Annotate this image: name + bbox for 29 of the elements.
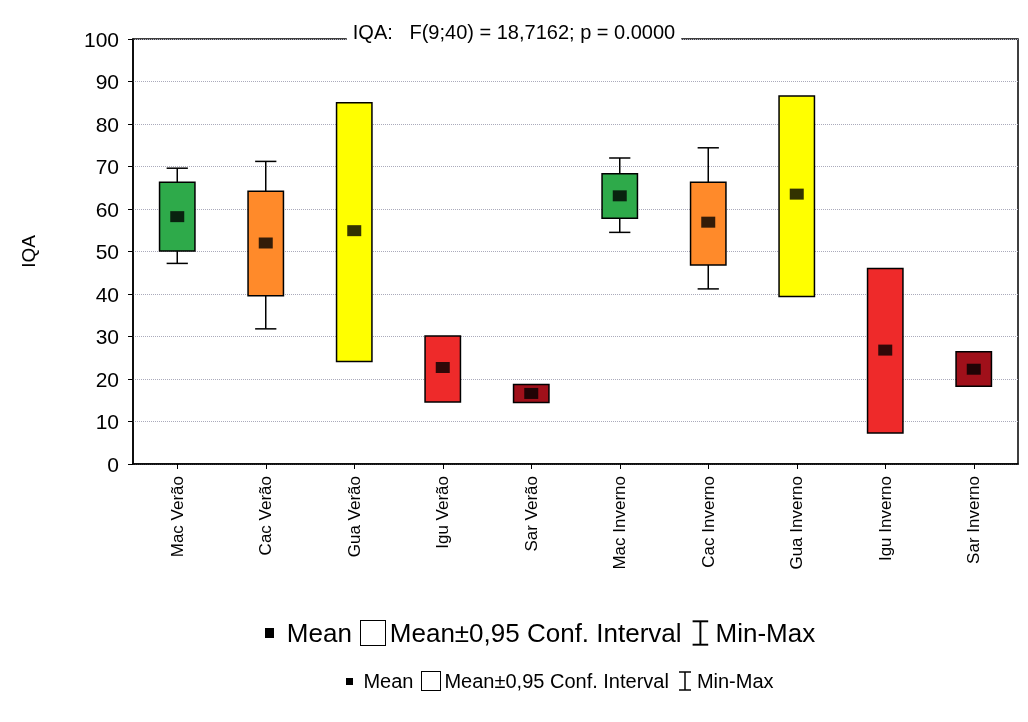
y-tick-label: 70 bbox=[95, 155, 119, 178]
y-tick-label: 100 bbox=[83, 27, 119, 51]
x-tick-label: Sar Inverno bbox=[964, 476, 984, 564]
text: Min-Max bbox=[696, 669, 774, 693]
chart-title: IQA: F(9;40) = 18,7162; p = 0.0000 bbox=[352, 21, 676, 43]
x-tick-label: Igu Inverno bbox=[875, 476, 895, 562]
text: Mean bbox=[363, 669, 414, 693]
x-tick-label: Mac Inverno bbox=[610, 476, 630, 570]
y-axis-title: IQA bbox=[18, 234, 39, 268]
x-tick-label: Cac Inverno bbox=[698, 476, 718, 568]
x-tick-label: Gua Inverno bbox=[787, 476, 807, 570]
y-tick-label: 90 bbox=[95, 70, 119, 93]
y-tick-label: 40 bbox=[95, 282, 119, 306]
x-tick-label: Sar Verão bbox=[521, 476, 541, 552]
x-tick-label: Igu Verão bbox=[433, 476, 453, 549]
y-tick-label: 50 bbox=[95, 240, 119, 263]
text: Min-Max bbox=[715, 617, 816, 649]
y-tick-label: 10 bbox=[95, 410, 119, 433]
text: Mean±0,95 Conf. Interval bbox=[444, 669, 669, 693]
x-tick-label: Gua Verão bbox=[344, 476, 364, 558]
y-tick-label: 60 bbox=[95, 197, 119, 221]
y-tick-label: 20 bbox=[95, 367, 119, 391]
text: Mean±0,95 Conf. Interval bbox=[389, 617, 682, 649]
x-tick-label: Mac Verão bbox=[167, 476, 187, 558]
y-tick-label: 80 bbox=[95, 112, 119, 136]
y-tick-label: 0 bbox=[107, 452, 119, 476]
x-tick-label: Cac Verão bbox=[256, 476, 276, 556]
y-tick-label: 30 bbox=[95, 325, 119, 348]
text: Mean bbox=[286, 617, 352, 649]
